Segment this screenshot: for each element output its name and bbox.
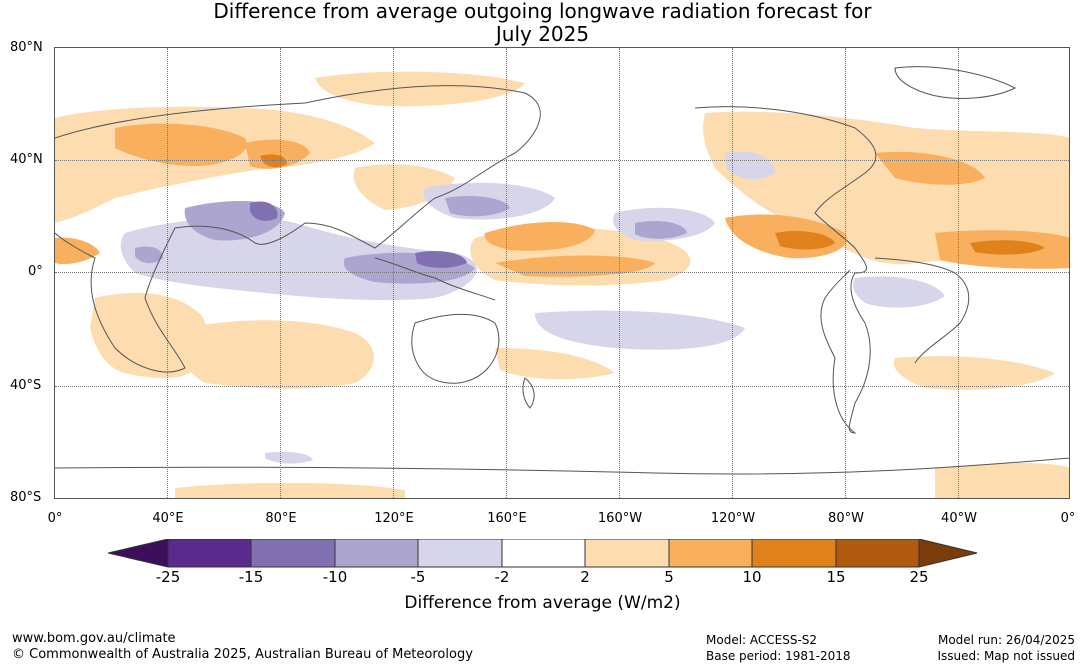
lat-label-40s: 40°S bbox=[10, 378, 42, 393]
lat-label-equator: 0° bbox=[28, 264, 43, 279]
colorbar bbox=[108, 539, 978, 568]
gridline-120w bbox=[732, 48, 733, 498]
colorbar-segment-5-10 bbox=[668, 539, 753, 568]
lat-label-40n: 40°N bbox=[10, 152, 43, 167]
colorbar-tick-neg15: -15 bbox=[238, 568, 264, 586]
colorbar-tick-15: 15 bbox=[826, 568, 846, 586]
colorbar-segment-above-25 bbox=[918, 539, 978, 568]
colorbar-tick-neg5: -5 bbox=[410, 568, 426, 586]
model-name: Model: ACCESS-S2 bbox=[706, 633, 818, 647]
gridline-40e bbox=[167, 48, 168, 498]
lon-label-0-right: 0° bbox=[1060, 511, 1076, 526]
gridline-120e bbox=[393, 48, 394, 498]
base-period: Base period: 1981-2018 bbox=[706, 649, 851, 663]
anomaly-fill-neg15-neg10 bbox=[250, 201, 467, 268]
colorbar-tick-10: 10 bbox=[742, 568, 762, 586]
colorbar-segment-neg5-neg2 bbox=[417, 539, 503, 568]
gridline-40w bbox=[958, 48, 959, 498]
gridline-160e bbox=[506, 48, 507, 498]
colorbar-segment-2-5 bbox=[584, 539, 670, 568]
lon-label-120w: 120°W bbox=[710, 511, 756, 526]
map-canvas bbox=[55, 66, 1069, 498]
colorbar-segment-10-15 bbox=[751, 539, 837, 568]
website-link[interactable]: www.bom.gov.au/climate bbox=[12, 631, 176, 646]
colorbar-segment-below-neg25 bbox=[108, 539, 169, 568]
lat-label-80s: 80°S bbox=[10, 490, 42, 505]
gridline-160w bbox=[619, 48, 620, 498]
coastlines bbox=[55, 66, 1069, 475]
colorbar-tick-5: 5 bbox=[664, 568, 674, 586]
lon-label-80w: 80°W bbox=[828, 511, 864, 526]
lon-label-40e: 40°E bbox=[152, 511, 184, 526]
colorbar-segment-neg2-2 bbox=[501, 539, 586, 568]
anomaly-fill-5-10 bbox=[55, 123, 1069, 277]
colorbar-tick-neg10: -10 bbox=[322, 568, 348, 586]
footer-run-info: Model run: 26/04/2025 Issued: Map not is… bbox=[937, 632, 1075, 664]
map-title-line1: Difference from average outgoing longwav… bbox=[213, 0, 872, 23]
issued-status: Issued: Map not issued bbox=[937, 649, 1075, 663]
lon-label-160e: 160°E bbox=[487, 511, 527, 526]
colorbar-tick-neg2: -2 bbox=[494, 568, 510, 586]
olr-anomaly-map bbox=[54, 47, 1070, 499]
footer-model-info: Model: ACCESS-S2 Base period: 1981-2018 bbox=[706, 632, 851, 664]
lon-label-0-left: 0° bbox=[47, 511, 63, 526]
colorbar-label: Difference from average (W/m2) bbox=[404, 593, 681, 613]
gridline-40n bbox=[55, 160, 1069, 161]
gridline-equator bbox=[55, 272, 1069, 273]
colorbar-segment-neg25-neg15 bbox=[167, 539, 252, 568]
gridline-80w bbox=[845, 48, 846, 498]
map-title: Difference from average outgoing longwav… bbox=[0, 0, 1085, 46]
model-run-date: Model run: 26/04/2025 bbox=[937, 633, 1075, 647]
footer-left: www.bom.gov.au/climate © Commonwealth of… bbox=[12, 631, 473, 663]
copyright-text: © Commonwealth of Australia 2025, Austra… bbox=[12, 647, 473, 662]
colorbar-segment-neg10-neg5 bbox=[334, 539, 419, 568]
gridline-40s bbox=[55, 386, 1069, 387]
lon-label-160w: 160°W bbox=[597, 511, 643, 526]
gridline-80e bbox=[280, 48, 281, 498]
colorbar-segment-neg15-neg10 bbox=[250, 539, 336, 568]
colorbar-segment-15-25 bbox=[835, 539, 920, 568]
lon-label-80e: 80°E bbox=[265, 511, 297, 526]
lon-label-120e: 120°E bbox=[374, 511, 414, 526]
colorbar-tick-neg25: -25 bbox=[155, 568, 181, 586]
colorbar-tick-25: 25 bbox=[909, 568, 929, 586]
lat-label-80n: 80°N bbox=[10, 40, 43, 55]
lon-label-40w: 40°W bbox=[941, 511, 977, 526]
map-title-line2: July 2025 bbox=[495, 22, 590, 46]
colorbar-tick-2: 2 bbox=[580, 568, 590, 586]
